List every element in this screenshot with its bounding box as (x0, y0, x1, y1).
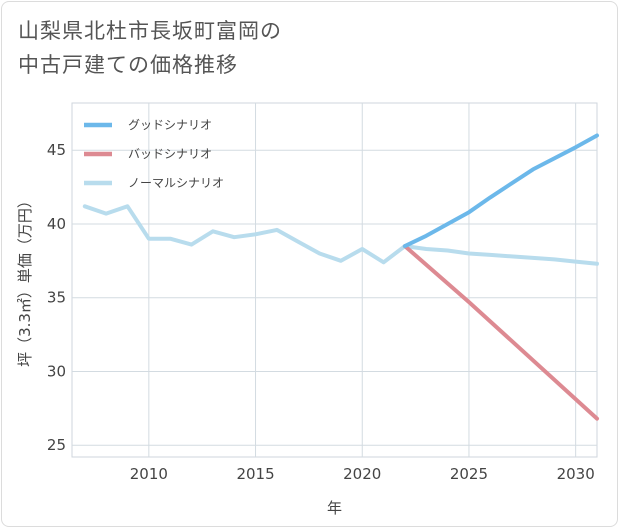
chart-title-line-1: 山梨県北杜市長坂町富岡の (18, 19, 282, 43)
y-tick-label: 25 (47, 436, 66, 454)
y-tick-label: 45 (47, 141, 66, 159)
chart-title: 山梨県北杜市長坂町富岡の 中古戸建ての価格推移 (18, 14, 282, 82)
plot-area-border (71, 102, 598, 458)
y-tick-labels: 25 30 35 40 45 (47, 141, 66, 454)
x-axis-title: 年 (327, 499, 342, 517)
y-axis-title: 坪（3.3㎡）単価（万円） (16, 193, 34, 367)
y-tick-label: 30 (47, 362, 66, 380)
series-lines (82, 133, 599, 421)
x-tick-labels: 2010 2015 2020 2025 2030 (130, 465, 595, 483)
x-tick-label: 2020 (343, 465, 381, 483)
chart-title-line-2: 中古戸建ての価格推移 (18, 53, 238, 77)
x-tick-label: 2030 (557, 465, 595, 483)
x-tick-label: 2010 (130, 465, 168, 483)
y-tick-label: 40 (47, 215, 66, 233)
grid-lines (71, 102, 598, 458)
legend-label-2: ノーマルシナリオ (128, 176, 224, 190)
series-line-1 (402, 244, 599, 421)
x-tick-label: 2015 (236, 465, 274, 483)
series-line-2 (82, 204, 599, 266)
legend-label-0: グッドシナリオ (128, 118, 212, 132)
legend-label-1: バッドシナリオ (128, 147, 212, 161)
x-tick-label: 2025 (450, 465, 488, 483)
y-tick-label: 35 (47, 289, 66, 307)
series-line-0 (402, 133, 599, 249)
